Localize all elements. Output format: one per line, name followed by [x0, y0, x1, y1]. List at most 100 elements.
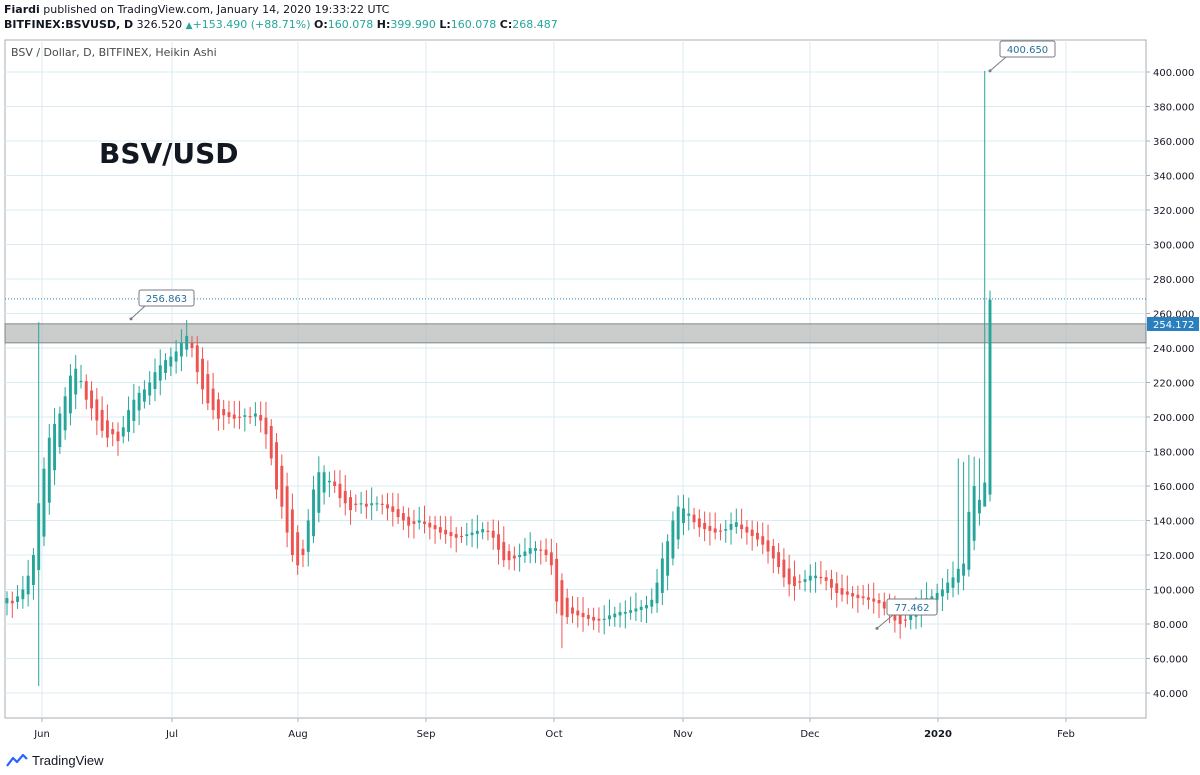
- candle-body[interactable]: [634, 608, 638, 612]
- candle-body[interactable]: [433, 525, 437, 530]
- candle-body[interactable]: [518, 555, 522, 558]
- candle-body[interactable]: [845, 591, 849, 595]
- candle-body[interactable]: [851, 593, 855, 597]
- candle-body[interactable]: [840, 588, 844, 595]
- candle-body[interactable]: [502, 542, 506, 561]
- candle-body[interactable]: [597, 618, 601, 621]
- candle-body[interactable]: [100, 409, 104, 431]
- candle-body[interactable]: [211, 388, 215, 411]
- candle-body[interactable]: [470, 532, 474, 536]
- candle-body[interactable]: [296, 532, 300, 566]
- price-axis[interactable]: 40.000 60.000 80.000 100.000 120.000 140.000 1…: [1146, 68, 1199, 700]
- candle-body[interactable]: [248, 416, 252, 418]
- candle-body[interactable]: [42, 468, 46, 537]
- candle-body[interactable]: [898, 614, 902, 624]
- candle-body[interactable]: [290, 509, 294, 555]
- candle-body[interactable]: [259, 415, 263, 421]
- tradingview-brand[interactable]: TradingView: [32, 752, 104, 768]
- candle-body[interactable]: [829, 579, 833, 588]
- candle-body[interactable]: [734, 522, 738, 527]
- candle-body[interactable]: [719, 530, 722, 532]
- candle-body[interactable]: [560, 580, 564, 616]
- candle-body[interactable]: [766, 540, 770, 552]
- candle-body[interactable]: [391, 506, 395, 512]
- candle-body[interactable]: [68, 375, 72, 414]
- candle-body[interactable]: [454, 534, 458, 538]
- candle-body[interactable]: [312, 489, 315, 537]
- candle-body[interactable]: [37, 503, 41, 571]
- candle-body[interactable]: [386, 504, 389, 509]
- candle-body[interactable]: [275, 442, 278, 490]
- candle-body[interactable]: [872, 598, 876, 602]
- candle-body[interactable]: [687, 513, 691, 516]
- candle-body[interactable]: [301, 548, 305, 555]
- candle-body[interactable]: [364, 503, 368, 507]
- candle-body[interactable]: [576, 610, 580, 616]
- candle-body[interactable]: [866, 597, 870, 600]
- candle-body[interactable]: [613, 613, 617, 618]
- candle-body[interactable]: [798, 581, 802, 583]
- candle-body[interactable]: [322, 472, 326, 493]
- candle-body[interactable]: [491, 530, 495, 538]
- candle-body[interactable]: [26, 575, 30, 595]
- candle-body[interactable]: [544, 549, 548, 555]
- tradingview-logo-icon[interactable]: [6, 753, 28, 767]
- candle-body[interactable]: [740, 524, 744, 530]
- candle-body[interactable]: [793, 576, 796, 587]
- candle-body[interactable]: [449, 532, 453, 537]
- candle-body[interactable]: [618, 611, 622, 616]
- candle-body[interactable]: [481, 529, 485, 533]
- candle-body[interactable]: [438, 527, 442, 533]
- candle-body[interactable]: [972, 486, 976, 541]
- candle-body[interactable]: [10, 600, 14, 604]
- candle-body[interactable]: [444, 529, 448, 535]
- candle-body[interactable]: [190, 342, 194, 348]
- candle-body[interactable]: [343, 490, 347, 504]
- candle-body[interactable]: [819, 576, 823, 579]
- candle-body[interactable]: [306, 520, 310, 552]
- candle-body[interactable]: [333, 481, 337, 486]
- candle-body[interactable]: [79, 380, 83, 382]
- candle-body[interactable]: [967, 511, 971, 570]
- candle-body[interactable]: [148, 382, 152, 396]
- candle-body[interactable]: [555, 558, 559, 602]
- candle-body[interactable]: [756, 532, 759, 540]
- candle-body[interactable]: [47, 437, 51, 503]
- candle-body[interactable]: [528, 548, 532, 554]
- candle-body[interactable]: [327, 480, 331, 483]
- candle-body[interactable]: [750, 529, 754, 537]
- candle-body[interactable]: [708, 526, 712, 531]
- candle-body[interactable]: [983, 482, 987, 507]
- candle-body[interactable]: [650, 599, 654, 607]
- candle-body[interactable]: [16, 596, 20, 603]
- candle-body[interactable]: [396, 509, 400, 518]
- candle-body[interactable]: [676, 506, 680, 540]
- candle-body[interactable]: [95, 399, 99, 421]
- candle-body[interactable]: [380, 503, 384, 505]
- candle-body[interactable]: [946, 582, 950, 593]
- candle-body[interactable]: [407, 516, 411, 526]
- candle-body[interactable]: [370, 503, 374, 506]
- price-callout-box[interactable]: [138, 289, 195, 307]
- candle-body[interactable]: [808, 575, 812, 581]
- candle-body[interactable]: [935, 592, 939, 600]
- candle-body[interactable]: [31, 555, 35, 586]
- candle-body[interactable]: [534, 548, 537, 551]
- candle-body[interactable]: [243, 415, 247, 417]
- candle-body[interactable]: [803, 579, 807, 582]
- candle-body[interactable]: [692, 514, 696, 523]
- candle-body[interactable]: [507, 551, 511, 561]
- candle-body[interactable]: [951, 577, 955, 588]
- candle-body[interactable]: [988, 299, 992, 495]
- author-name[interactable]: Fiardi: [4, 3, 40, 16]
- candle-body[interactable]: [63, 396, 67, 431]
- candle-body[interactable]: [486, 530, 490, 532]
- candle-body[interactable]: [285, 486, 289, 533]
- candle-body[interactable]: [782, 559, 786, 578]
- candle-body[interactable]: [121, 427, 125, 437]
- candle-body[interactable]: [465, 534, 469, 536]
- candle-body[interactable]: [861, 596, 865, 599]
- candle-body[interactable]: [222, 409, 226, 416]
- price-callout-box[interactable]: [999, 40, 1056, 58]
